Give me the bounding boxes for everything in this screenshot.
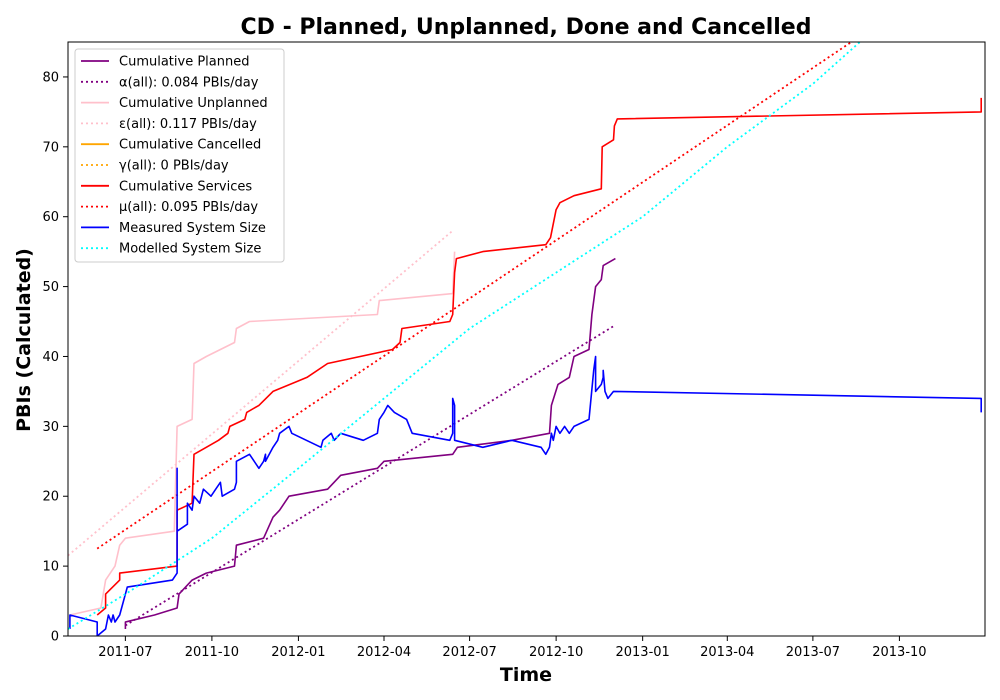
series-line-measured-system-size — [69, 355, 982, 636]
legend-label: μ(all): 0.095 PBIs/day — [119, 200, 258, 215]
x-axis-label: Time — [500, 664, 552, 686]
x-tick-label: 2012-04 — [357, 645, 411, 660]
legend: Cumulative Planned α(all): 0.084 PBIs/day… — [74, 48, 285, 263]
legend-label: ε(all): 0.117 PBIs/day — [119, 117, 257, 132]
y-tick-label: 60 — [42, 210, 59, 225]
legend-label: Cumulative Unplanned — [119, 96, 268, 111]
legend-label: γ(all): 0 PBIs/day — [119, 159, 229, 174]
y-tick-label: 10 — [42, 560, 59, 575]
x-tick-label: 2013-10 — [872, 645, 926, 660]
series-line-all-0-084-pbis-day — [124, 324, 616, 627]
legend-label: Cumulative Planned — [119, 55, 249, 70]
series-line-modelled-system-size — [68, 42, 861, 630]
y-tick-label: 50 — [42, 280, 59, 295]
series-group — [68, 42, 982, 636]
legend-label: α(all): 0.084 PBIs/day — [119, 75, 259, 90]
y-tick-label: 80 — [42, 70, 59, 85]
series-line-cumulative-unplanned — [69, 251, 456, 616]
y-tick-label: 0 — [51, 630, 59, 645]
axes-frame — [67, 41, 986, 637]
legend-label: Cumulative Services — [119, 179, 252, 194]
x-tick-label: 2012-01 — [271, 645, 325, 660]
legend-label: Measured System Size — [119, 221, 266, 236]
x-tick-label: 2013-04 — [700, 645, 754, 660]
y-tick-label: 20 — [42, 490, 59, 505]
y-tick-label: 40 — [42, 350, 59, 365]
x-tick-label: 2013-07 — [786, 645, 840, 660]
y-axis-label: PBIs (Calculated) — [13, 248, 35, 432]
y-tick-label: 70 — [42, 140, 59, 155]
x-tick-label: 2011-10 — [185, 645, 239, 660]
legend-label: Cumulative Cancelled — [119, 138, 261, 153]
plot-area: 2011-07 2011-10 2012-01 2012-04 2012-07 2012-… — [42, 41, 986, 660]
legend-box — [74, 48, 285, 263]
series-line-all-0-095-pbis-day — [96, 42, 852, 550]
series-line-all-0-117-pbis-day — [68, 230, 454, 557]
x-tick-label: 2012-10 — [529, 645, 583, 660]
y-tick-label: 30 — [42, 420, 59, 435]
x-tick-label: 2012-07 — [442, 645, 496, 660]
chart-title: CD - Planned, Unplanned, Done and Cancel… — [241, 15, 812, 40]
legend-label: Modelled System Size — [119, 242, 261, 257]
x-tick-label: 2011-07 — [98, 645, 152, 660]
series-line-cumulative-planned — [124, 257, 616, 629]
x-tick-label: 2013-01 — [615, 645, 669, 660]
